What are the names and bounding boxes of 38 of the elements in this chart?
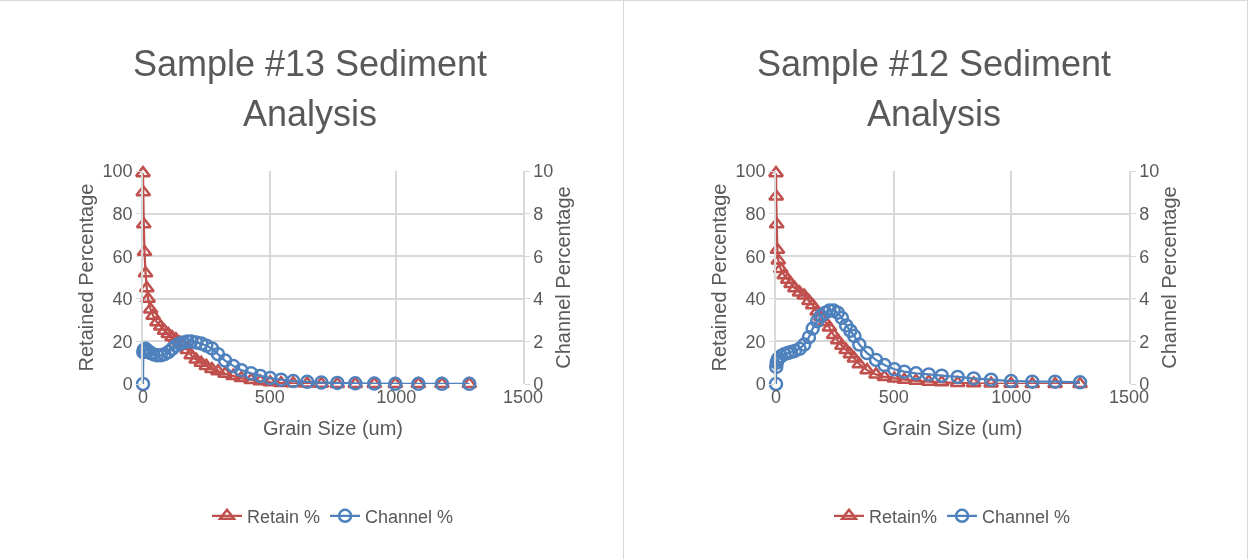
y2-tick-label: 4	[1139, 289, 1150, 310]
x-tick-label: 0	[770, 387, 782, 407]
y-axis-title: Retained Percentage	[707, 183, 730, 372]
y2-tick-label: 6	[1139, 246, 1150, 267]
chart-title: Sample #13 Sediment Analysis	[131, 42, 489, 136]
legend-label: Retain %	[247, 506, 321, 527]
y-tick-label: 100	[102, 161, 133, 182]
y-tick-label: 40	[112, 289, 133, 310]
y-tick-label: 20	[745, 331, 766, 352]
y-tick-label: 20	[112, 331, 133, 352]
y2-tick-label: 8	[533, 203, 544, 224]
x-tick-label: 500	[878, 387, 909, 407]
y2-tick-label: 10	[1139, 161, 1160, 182]
y2-tick-label: 10	[533, 161, 554, 182]
chart-title: Sample #12 Sediment Analysis	[755, 42, 1113, 136]
y2-tick-label: 6	[533, 246, 544, 267]
x-tick-label: 0	[137, 387, 149, 407]
x-axis-title: Grain Size (um)	[262, 416, 404, 439]
y-tick-label: 100	[735, 161, 766, 182]
y2-tick-label: 2	[1139, 331, 1150, 352]
x-tick-label: 500	[254, 387, 285, 407]
x-tick-label: 1000	[991, 387, 1032, 407]
legend-label: Channel %	[365, 506, 454, 527]
legend-label: Channel %	[982, 506, 1071, 527]
y2-tick-label: 8	[1139, 203, 1150, 224]
y-tick-label: 80	[745, 203, 766, 224]
y-tick-label: 60	[745, 246, 766, 267]
y-tick-label: 60	[112, 246, 133, 267]
y2-tick-label: 2	[533, 331, 544, 352]
y2-tick-label: 4	[533, 289, 544, 310]
x-tick-label: 1000	[376, 387, 417, 407]
y-axis-title: Retained Percentage	[74, 183, 97, 372]
y2-axis-title: Channel Percentage	[552, 186, 575, 369]
y-tick-label: 80	[112, 203, 133, 224]
x-axis-title: Grain Size (um)	[882, 416, 1023, 439]
legend-label: Retain%	[869, 506, 938, 527]
y2-axis-title: Channel Percentage	[1158, 186, 1181, 369]
y-tick-label: 40	[745, 289, 766, 310]
